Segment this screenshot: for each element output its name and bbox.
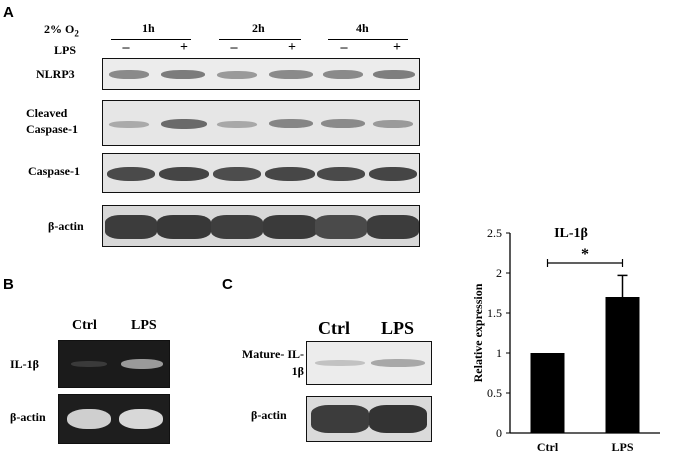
band <box>159 167 209 181</box>
blot-beta-actin-c <box>306 396 432 442</box>
lane-label-ctrl-b: Ctrl <box>72 318 97 333</box>
lps-sign: – <box>122 40 130 55</box>
y-tick-label: 1 <box>496 346 502 360</box>
bar-lps <box>605 297 640 433</box>
lane-label-lps-b: LPS <box>131 318 157 333</box>
gel-il1b <box>58 340 170 388</box>
blot-label-cleaved-caspase-1: Cleaved Caspase-1 <box>26 106 79 136</box>
band <box>269 70 313 79</box>
timepoint-underline-1h <box>111 39 191 40</box>
significance-star: * <box>581 246 589 263</box>
band <box>109 70 149 79</box>
x-tick-label: LPS <box>611 440 633 454</box>
row-label-mature-il1b: Mature- IL-1β <box>241 347 304 378</box>
band <box>71 361 107 367</box>
lps-sign: + <box>180 40 188 55</box>
band <box>373 70 415 79</box>
o2-label: 2% O2 <box>44 22 79 39</box>
lps-label: LPS <box>54 43 77 57</box>
band <box>109 121 149 128</box>
blot-label-beta-actin: β-actin <box>48 219 84 233</box>
y-tick-label: 0 <box>496 426 502 440</box>
band <box>269 119 313 128</box>
y-axis-label: Relative expression <box>471 283 485 382</box>
lps-sign: – <box>230 40 238 55</box>
band <box>105 215 157 239</box>
timepoint-underline-2h <box>219 39 301 40</box>
blot-cleaved-caspase-1 <box>102 100 420 146</box>
timepoint-4h: 4h <box>356 21 369 35</box>
band <box>317 167 365 181</box>
gel-beta-actin-b <box>58 394 170 444</box>
band <box>315 360 365 366</box>
band <box>371 359 425 367</box>
band <box>263 215 317 239</box>
blot-label-nlrp3: NLRP3 <box>36 67 75 81</box>
lps-sign: – <box>340 40 348 55</box>
panel-letter-b: B <box>3 276 14 293</box>
lane-label-lps-c: LPS <box>381 318 415 338</box>
blot-caspase-1 <box>102 153 420 193</box>
blot-mature-il1b <box>306 341 432 385</box>
band <box>67 409 111 429</box>
row-label-beta-actin-b: β-actin <box>10 410 46 424</box>
band <box>121 359 163 369</box>
lane-label-ctrl-c: Ctrl <box>318 318 350 338</box>
y-tick-label: 0.5 <box>487 386 502 400</box>
panel-letter-c: C <box>222 276 233 293</box>
band <box>161 70 205 79</box>
il1b-bar-chart: 0 0.5 1 1.5 2 2.5 Relative expression IL-1β Ctrl… <box>471 226 660 454</box>
band <box>315 215 367 239</box>
bar-ctrl <box>530 353 565 433</box>
band <box>161 119 207 129</box>
band <box>217 71 257 79</box>
y-tick-label: 1.5 <box>487 306 502 320</box>
band <box>311 405 369 433</box>
timepoint-1h: 1h <box>142 21 155 35</box>
band <box>373 120 413 128</box>
lps-sign: + <box>288 40 296 55</box>
band <box>107 167 155 181</box>
band <box>369 167 417 181</box>
x-tick-label: Ctrl <box>537 440 559 454</box>
timepoint-underline-4h <box>328 39 408 40</box>
blot-beta-actin-a <box>102 205 420 247</box>
band <box>323 70 363 79</box>
y-tick-label: 2 <box>496 266 502 280</box>
band <box>211 215 263 239</box>
band <box>217 121 257 128</box>
chart-title: IL-1β <box>554 226 588 241</box>
row-label-beta-actin-c: β-actin <box>251 408 287 422</box>
band <box>157 215 211 239</box>
panel-letter-a: A <box>3 4 14 21</box>
blot-label-caspase-1: Caspase-1 <box>28 164 81 178</box>
band <box>367 215 419 239</box>
band <box>119 409 163 429</box>
band <box>321 119 365 128</box>
y-tick-label: 2.5 <box>487 226 502 240</box>
band <box>369 405 427 433</box>
band <box>265 167 315 181</box>
row-label-il1b-b: IL-1β <box>10 357 39 371</box>
lps-sign: + <box>393 40 401 55</box>
timepoint-2h: 2h <box>252 21 265 35</box>
blot-nlrp3 <box>102 58 420 90</box>
band <box>213 167 261 181</box>
